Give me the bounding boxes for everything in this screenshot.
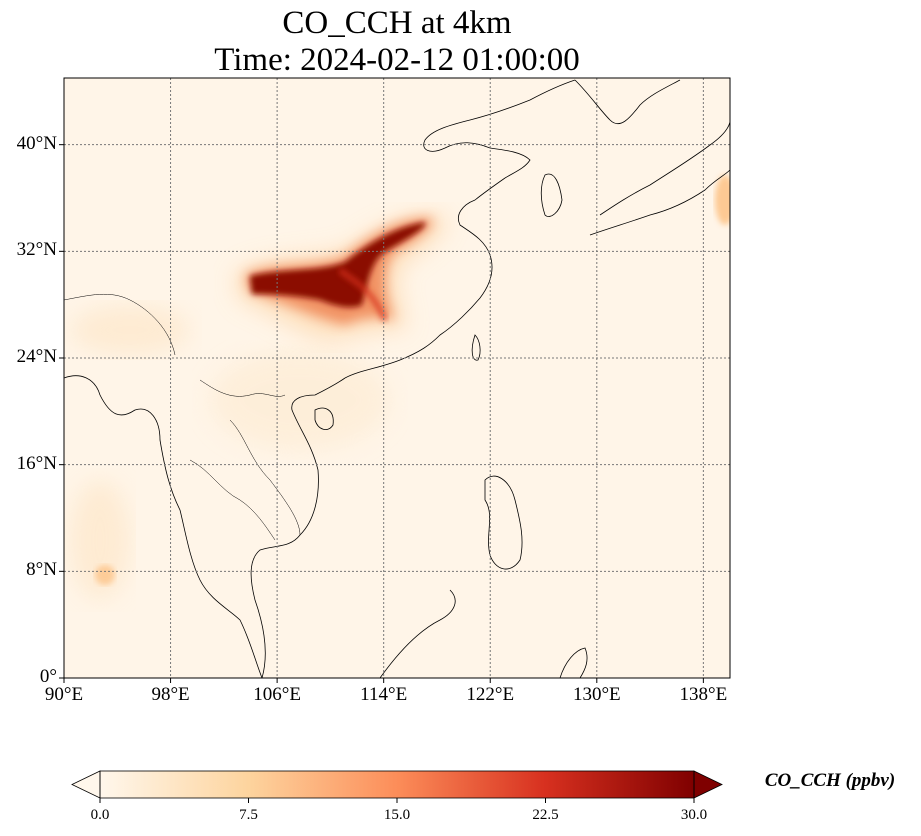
lon-tick-label: 122°E [466,684,515,705]
haze-patch [715,175,730,225]
colorbar-tick-label: 30.0 [680,807,708,823]
coastline-philippines [484,475,523,570]
lat-tick-label: 40°N [16,132,57,154]
colorbar-ticks [99,798,695,803]
coastline-korea [540,173,563,217]
colorbar-tick-label: 0.0 [90,807,110,823]
lon-tick-label: 130°E [572,684,621,705]
tick-marks [59,144,704,683]
haze-patch [70,480,130,600]
coastline-northeast [574,79,681,125]
coastline-china-north [423,79,576,179]
map-background [64,78,730,678]
coastlines [64,79,730,678]
colorbar-tick-label: 15.0 [383,807,411,823]
haze-patch [95,565,115,585]
plume-streak [337,267,388,322]
lat-tick-label: 24°N [16,346,57,367]
plume-core [250,222,426,308]
lon-tick-label: 90°E [44,684,84,705]
lon-tick-label: 114°E [360,684,408,705]
colorbar-extend-max [693,770,723,799]
map-frame [63,77,731,679]
border-lines [64,293,176,356]
colorbar-tick-label: 22.5 [532,807,559,823]
colorbar-gradient [100,771,694,798]
border-lines [189,459,276,541]
border-lines [229,419,301,536]
lat-tick-label: 32°N [16,239,57,261]
coastline-indochina-east [250,377,346,678]
lon-tick-label: 98°E [151,684,190,705]
coastline-japan-south [589,169,730,236]
lon-tick-label: 138°E [679,684,728,705]
coastline-mindanao-region [559,647,588,678]
coastline-borneo [379,589,456,678]
coastline-taiwan [471,334,481,361]
colorbar-extend-min [71,770,101,799]
map-title-line2: Time: 2024-02-12 01:00:00 [214,42,580,78]
border-lines [199,379,286,397]
haze-patch [210,350,390,450]
coastline-japan-north [599,121,730,216]
colorbar-tick-label: 7.5 [239,807,258,823]
concentration-field [70,175,730,600]
coastline-indochina-west [64,375,263,678]
lat-tick-label: 16°N [16,452,57,474]
lat-tick-label: 8°N [26,559,57,581]
lon-tick-label: 106°E [253,684,301,705]
gridlines [64,78,730,678]
coastline-hainan [314,407,334,430]
lat-tick-label: 0° [39,666,57,687]
map-title-line1: CO_CCH at 4km [282,5,512,41]
colorbar-title: CO_CCH (ppbv) [764,770,896,791]
colorbar [71,770,723,803]
haze-patch [70,305,190,355]
